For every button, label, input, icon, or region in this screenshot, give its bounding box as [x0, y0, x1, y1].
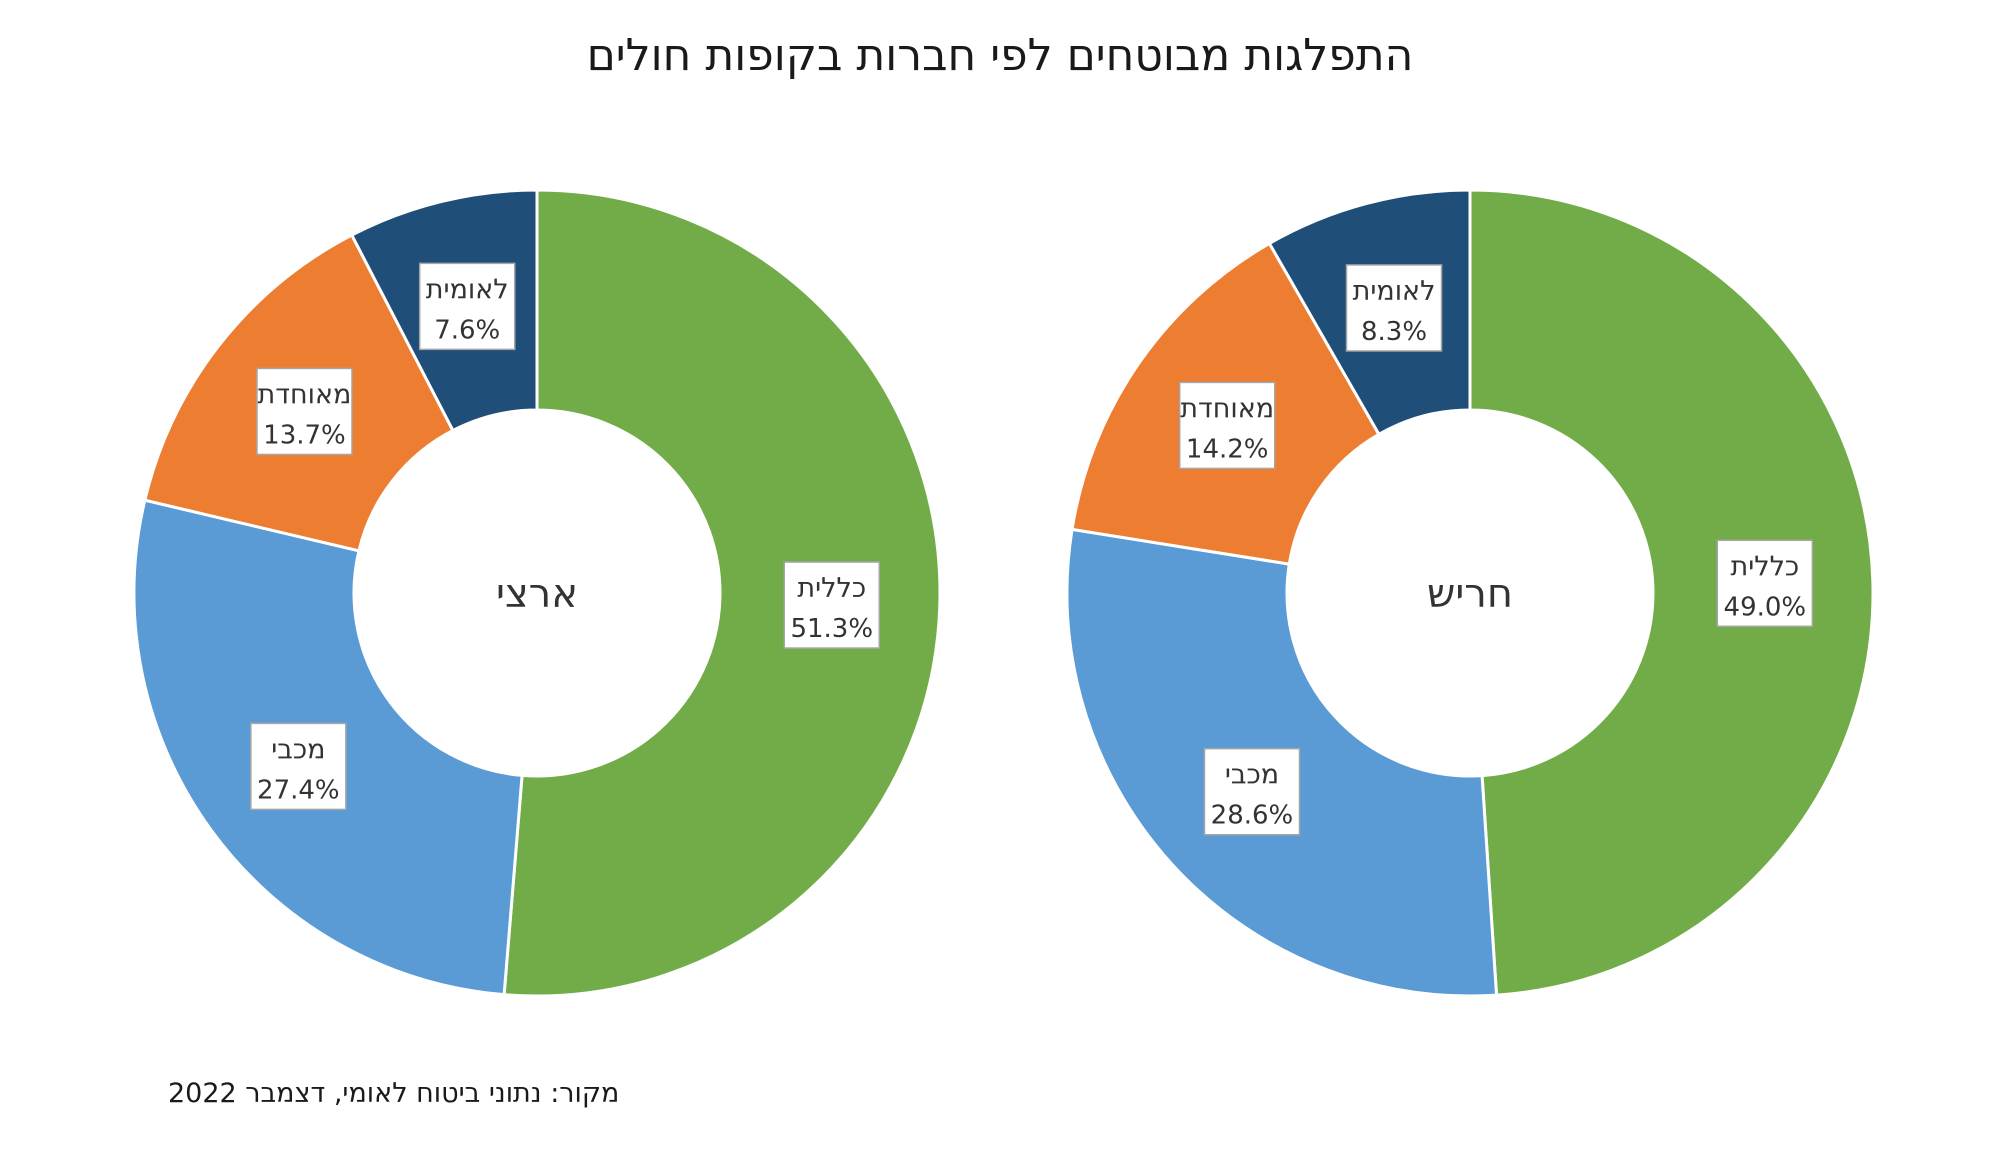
- donut-chart-2: כללית 49.0% מכבי 28.6% מאוחדת 14.2% לאומית 8.3%…: [1065, 188, 1875, 998]
- data-label: כללית 49.0%: [1716, 539, 1814, 628]
- donut-labels-1: כללית 51.3% מכבי 27.4% מאוחדת 13.7% לאומית 7.6%: [250, 262, 881, 811]
- data-label-box: [256, 367, 353, 456]
- category-label: כללית: [1730, 551, 1799, 582]
- category-label: כללית: [797, 573, 866, 604]
- category-label: מאוחדת: [1180, 393, 1274, 424]
- value-label: 28.6%: [1211, 801, 1294, 831]
- data-label-box: [1178, 381, 1276, 470]
- category-label: מכבי: [271, 734, 325, 765]
- data-label-box: [1716, 539, 1814, 628]
- chart-title: התפלגות מבוטחים לפי חברות בקופות חולים: [586, 30, 1414, 81]
- donut-chart-1: כללית 51.3% מכבי 27.4% מאוחדת 13.7% לאומית 7.6%…: [132, 188, 942, 998]
- category-label: לאומית: [426, 274, 509, 305]
- value-label: 27.4%: [257, 775, 340, 805]
- data-label-box: [1203, 747, 1301, 836]
- donut-slice: [502, 188, 942, 998]
- data-label: מאוחדת 14.2%: [1178, 381, 1276, 470]
- value-label: 7.6%: [434, 315, 500, 345]
- data-label: מכבי 27.4%: [250, 722, 347, 811]
- value-label: 13.7%: [263, 420, 346, 450]
- value-label: 14.2%: [1186, 434, 1269, 464]
- data-label-box: [250, 722, 347, 811]
- center-label: חריש: [1427, 571, 1513, 617]
- donut-labels-2: כללית 49.0% מכבי 28.6% מאוחדת 14.2% לאומית 8.3%: [1178, 264, 1814, 836]
- data-label: מכבי 28.6%: [1203, 747, 1301, 836]
- category-label: מכבי: [1225, 760, 1279, 791]
- category-label: מאוחדת: [258, 379, 352, 410]
- data-label: לאומית 7.6%: [418, 262, 516, 351]
- center-label: ארצי: [496, 571, 578, 617]
- data-label-box: [418, 262, 516, 351]
- data-label-box: [1345, 264, 1443, 352]
- value-label: 51.3%: [790, 614, 873, 644]
- value-label: 8.3%: [1361, 317, 1427, 347]
- data-label: לאומית 8.3%: [1345, 264, 1443, 352]
- data-label: מאוחדת 13.7%: [256, 367, 353, 456]
- source-note: מקור: נתוני ביטוח לאומי, דצמבר 2022: [168, 1078, 620, 1109]
- data-label: כללית 51.3%: [783, 561, 881, 649]
- donut-slice: [1468, 188, 1875, 997]
- value-label: 49.0%: [1724, 592, 1807, 622]
- category-label: לאומית: [1353, 276, 1436, 307]
- data-label-box: [783, 561, 881, 649]
